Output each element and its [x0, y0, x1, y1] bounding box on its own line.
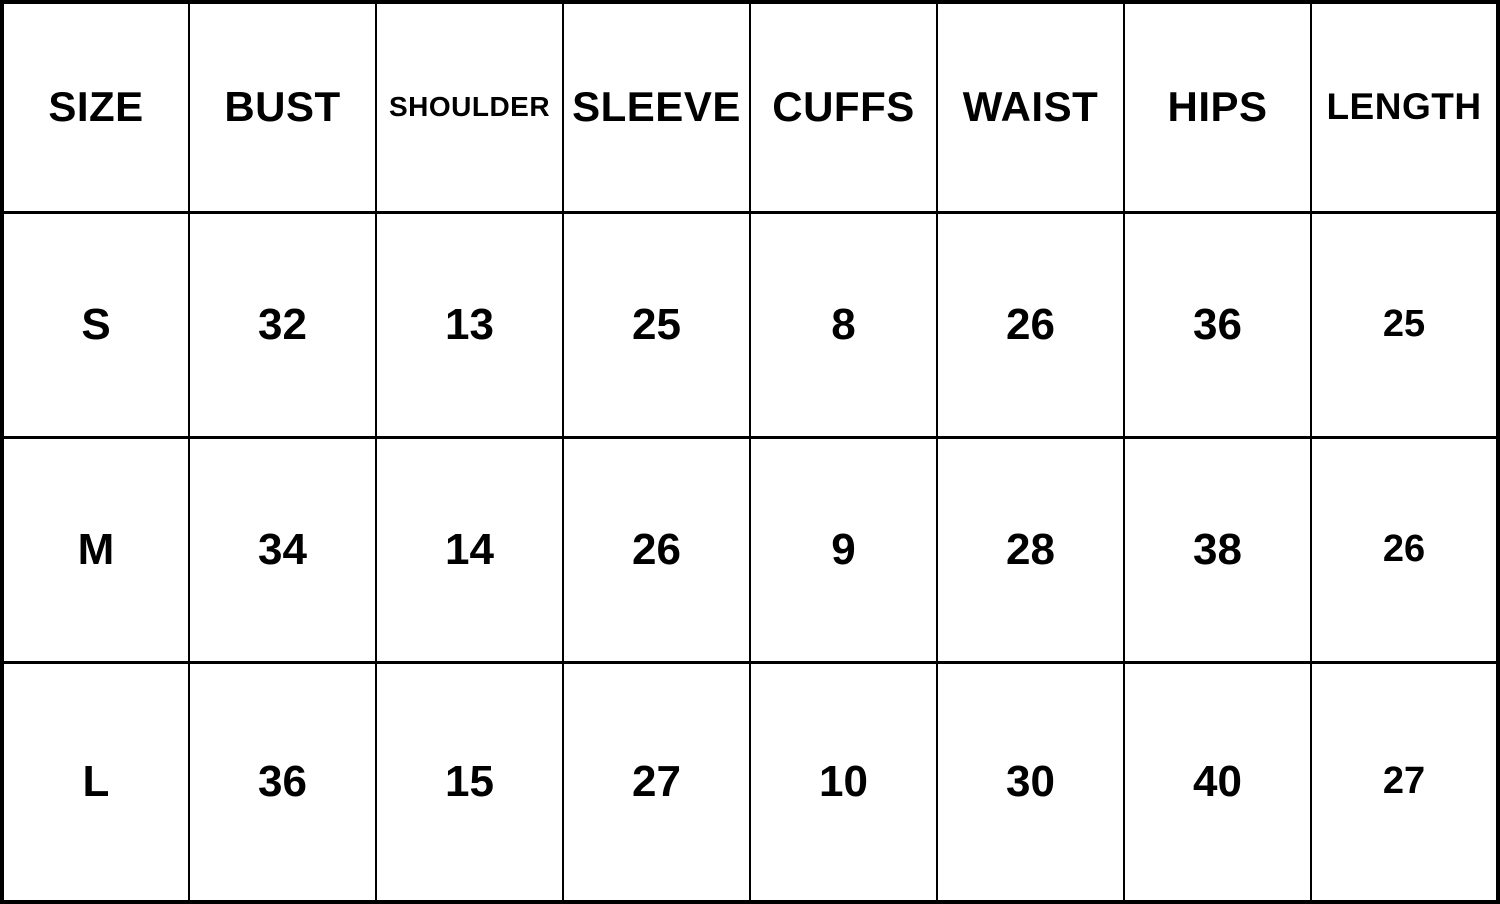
value-cell-s-shoulder: 13 — [375, 210, 564, 439]
value-cell-m-bust: 34 — [188, 435, 377, 664]
value-cell-s-waist: 26 — [936, 210, 1125, 439]
column-header-length: LENGTH — [1310, 0, 1499, 214]
value-cell-s-length: 25 — [1310, 210, 1499, 439]
value-cell-l-cuffs: 10 — [749, 660, 938, 904]
value-cell-m-length: 26 — [1310, 435, 1499, 664]
value-cell-m-hips: 38 — [1123, 435, 1312, 664]
size-label-cell: S — [1, 210, 190, 439]
value-cell-m-waist: 28 — [936, 435, 1125, 664]
value-cell-s-hips: 36 — [1123, 210, 1312, 439]
value-cell-m-sleeve: 26 — [562, 435, 751, 664]
value-cell-m-shoulder: 14 — [375, 435, 564, 664]
value-cell-l-shoulder: 15 — [375, 660, 564, 904]
table-row-size-s: S 32 13 25 8 26 36 25 — [1, 210, 1499, 439]
table-row-size-m: M 34 14 26 9 28 38 26 — [1, 435, 1499, 664]
column-header-cuffs: CUFFS — [749, 0, 938, 214]
value-cell-l-hips: 40 — [1123, 660, 1312, 904]
column-header-waist: WAIST — [936, 0, 1125, 214]
column-header-sleeve: SLEEVE — [562, 0, 751, 214]
value-cell-l-length: 27 — [1310, 660, 1499, 904]
column-header-size: SIZE — [1, 0, 190, 214]
value-cell-s-cuffs: 8 — [749, 210, 938, 439]
value-cell-l-waist: 30 — [936, 660, 1125, 904]
column-header-shoulder: SHOULDER — [375, 0, 564, 214]
value-cell-l-sleeve: 27 — [562, 660, 751, 904]
value-cell-s-bust: 32 — [188, 210, 377, 439]
header-row: SIZE BUST SHOULDER SLEEVE CUFFS WAIST HI… — [1, 0, 1499, 214]
size-label-cell: M — [1, 435, 190, 664]
value-cell-l-bust: 36 — [188, 660, 377, 904]
column-header-hips: HIPS — [1123, 0, 1312, 214]
size-label-cell: L — [1, 660, 190, 904]
table-row-size-l: L 36 15 27 10 30 40 27 — [1, 660, 1499, 904]
value-cell-s-sleeve: 25 — [562, 210, 751, 439]
column-header-bust: BUST — [188, 0, 377, 214]
value-cell-m-cuffs: 9 — [749, 435, 938, 664]
